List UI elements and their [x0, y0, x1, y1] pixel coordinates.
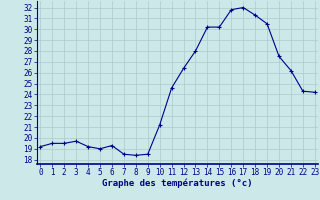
X-axis label: Graphe des températures (°c): Graphe des températures (°c)	[102, 179, 253, 188]
